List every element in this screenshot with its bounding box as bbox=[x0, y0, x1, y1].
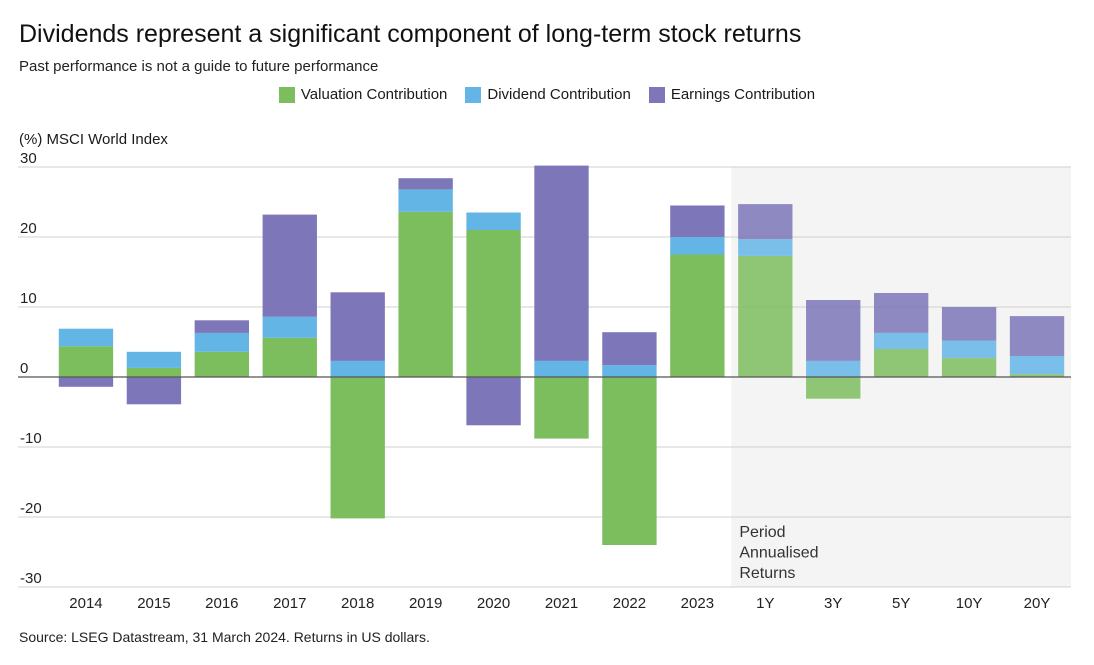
bar-segment bbox=[262, 337, 317, 377]
bar-segment bbox=[126, 367, 182, 377]
y-tick-label: -30 bbox=[20, 570, 42, 587]
x-tick-label: 3Y bbox=[824, 595, 842, 612]
bar-segment bbox=[58, 346, 114, 377]
legend-swatch-earnings bbox=[648, 86, 665, 103]
bar-segment bbox=[602, 377, 657, 545]
bar-segment bbox=[126, 377, 182, 405]
source-note: Source: LSEG Datastream, 31 March 2024. … bbox=[19, 629, 430, 645]
x-tick-label: 1Y bbox=[756, 595, 774, 612]
bar-segment bbox=[806, 300, 861, 361]
bar-segment bbox=[330, 377, 385, 519]
y-tick-label: 30 bbox=[20, 150, 37, 167]
y-tick-label: -20 bbox=[20, 500, 42, 517]
bar-segment bbox=[670, 254, 725, 377]
legend-item-earnings: Earnings Contribution bbox=[648, 86, 816, 103]
bar-segment bbox=[194, 332, 250, 352]
legend-label-dividend: Dividend Contribution bbox=[487, 86, 631, 103]
legend-swatch-valuation bbox=[278, 86, 295, 103]
legend-item-valuation: Valuation Contribution bbox=[278, 86, 448, 103]
bar-segment bbox=[194, 351, 250, 377]
bar-segment bbox=[1009, 374, 1065, 377]
x-tick-label: 2019 bbox=[409, 595, 442, 612]
x-tick-label: 2014 bbox=[69, 595, 102, 612]
y-tick-label: 10 bbox=[20, 290, 37, 307]
bar-segment bbox=[58, 377, 114, 387]
bar-segment bbox=[466, 212, 521, 230]
x-tick-label: 2017 bbox=[273, 595, 306, 612]
x-tick-label: 2016 bbox=[205, 595, 238, 612]
y-tick-label: 20 bbox=[20, 220, 37, 237]
chart-title: Dividends represent a significant compon… bbox=[19, 20, 802, 48]
bar-segment bbox=[670, 205, 725, 237]
bar-segment bbox=[466, 377, 521, 426]
bar-segment bbox=[873, 349, 929, 377]
bar-segment bbox=[670, 237, 725, 255]
bar-segment bbox=[738, 239, 793, 256]
legend: Valuation Contribution Dividend Contribu… bbox=[0, 86, 1094, 103]
bar-segment bbox=[1009, 316, 1065, 356]
bar-segment bbox=[941, 358, 997, 377]
bar-segment bbox=[126, 351, 182, 368]
annotation-line: Returns bbox=[739, 565, 795, 582]
bar-segment bbox=[602, 332, 657, 366]
bar-segment bbox=[398, 211, 453, 377]
bar-segment bbox=[398, 189, 453, 212]
bar-segment bbox=[330, 292, 385, 361]
chart-subtitle: Past performance is not a guide to futur… bbox=[19, 58, 379, 75]
annotation-line: Annualised bbox=[739, 545, 818, 562]
legend-label-earnings: Earnings Contribution bbox=[670, 86, 816, 103]
legend-label-valuation: Valuation Contribution bbox=[300, 86, 448, 103]
bar-segment bbox=[398, 178, 453, 190]
legend-swatch-dividend bbox=[465, 86, 482, 103]
x-tick-label: 2021 bbox=[545, 595, 578, 612]
annotation-line: Period bbox=[739, 524, 785, 541]
bar-segment bbox=[738, 204, 793, 240]
legend-item-dividend: Dividend Contribution bbox=[465, 86, 631, 103]
y-tick-label: 0 bbox=[20, 360, 28, 377]
bar-segment bbox=[330, 360, 385, 377]
bar-segment bbox=[1009, 356, 1065, 375]
x-tick-label: 10Y bbox=[956, 595, 983, 612]
bar-segment bbox=[873, 293, 929, 333]
bar-segment bbox=[806, 360, 861, 377]
x-tick-label: 2018 bbox=[341, 595, 374, 612]
x-tick-label: 2022 bbox=[613, 595, 646, 612]
y-tick-label: -10 bbox=[20, 430, 42, 447]
bar-segment bbox=[534, 377, 589, 439]
x-tick-label: 2020 bbox=[477, 595, 510, 612]
bar-segment bbox=[262, 316, 317, 338]
bar-segment bbox=[941, 340, 997, 359]
y-axis-unit-label: (%) MSCI World Index bbox=[19, 131, 168, 148]
x-tick-label: 2015 bbox=[137, 595, 170, 612]
x-tick-label: 2023 bbox=[681, 595, 714, 612]
bar-segment bbox=[738, 255, 793, 377]
bar-segment bbox=[534, 360, 589, 377]
bar-segment bbox=[873, 332, 929, 349]
x-tick-label: 5Y bbox=[892, 595, 910, 612]
bar-segment bbox=[806, 377, 861, 399]
bar-segment bbox=[58, 328, 114, 347]
bar-segment bbox=[941, 307, 997, 341]
bar-segment bbox=[466, 230, 521, 377]
bar-segment bbox=[262, 214, 317, 317]
bar-segment bbox=[534, 165, 589, 361]
x-tick-label: 20Y bbox=[1024, 595, 1051, 612]
bar-segment bbox=[194, 320, 250, 333]
bar-segment bbox=[602, 365, 657, 377]
